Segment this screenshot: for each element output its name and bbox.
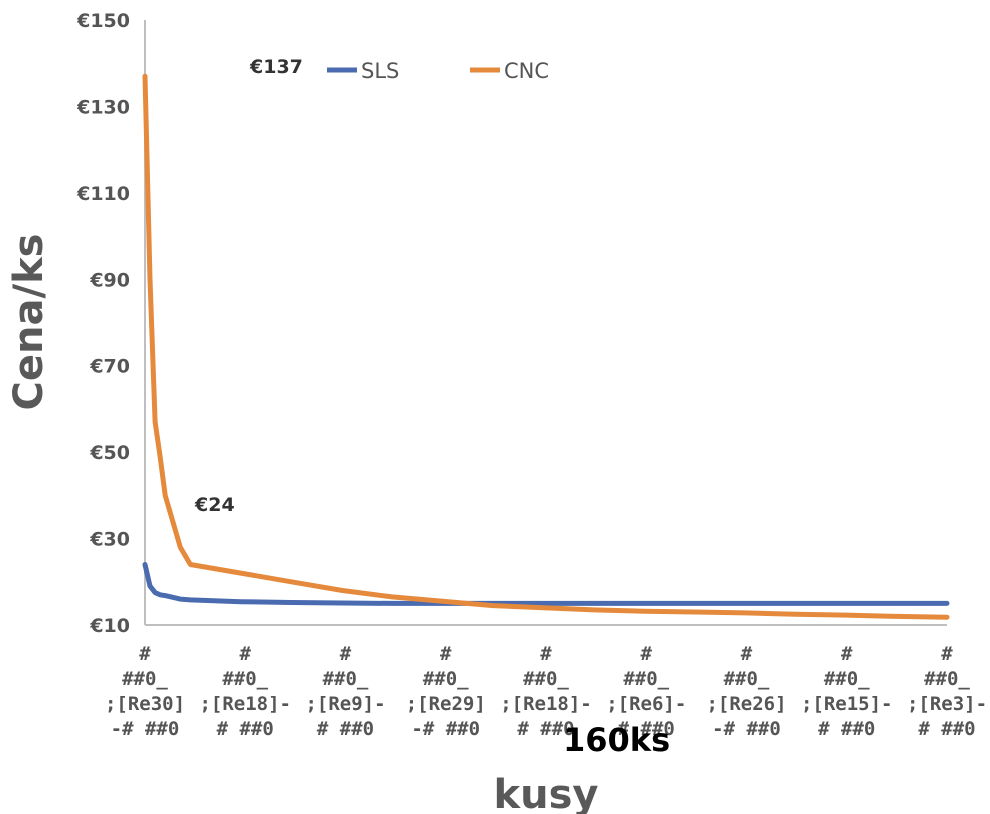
y-tick-label: €110 [76,183,130,205]
x-tick-label: # ##0_ ;[Re26] -# ##0 [706,643,786,740]
legend-label-cnc: CNC [504,59,549,83]
y-axis-ticks: €10 €30 €50 €70 €90 €110 €130 €150 [76,10,130,637]
series-line-sls [142,562,950,606]
legend-label-sls: SLS [361,59,399,83]
x-tick-label: # ##0_ ;[Re6]-# ##0 [606,643,686,740]
x-tick-label: # ##0_ ;[Re18]-# ##0 [199,643,291,740]
y-tick-label: €150 [76,10,130,32]
legend: SLS CNC [327,59,549,83]
x-tick-label: # ##0_ ;[Re9]-# ##0 [305,643,385,740]
annotation-sls-max: €24 [194,494,235,516]
series-lines [142,73,950,620]
y-tick-label: €70 [89,356,130,378]
y-tick-label: €30 [89,529,130,551]
y-tick-label: €50 [89,442,130,464]
x-tick-label: # ##0_ ;[Re18]-# ##0 [500,643,592,740]
annotation-cnc-max: €137 [249,56,303,78]
x-tick-label: # ##0_ ;[Re15]-# ##0 [801,643,893,740]
x-tick-label: # ##0_ ;[Re29] -# ##0 [406,643,486,740]
y-axis-title: Cena/ks [6,234,52,411]
series-line-cnc [142,73,950,620]
y-tick-label: €130 [76,96,130,118]
x-tick-label: # ##0_ ;[Re30] -# ##0 [105,643,185,740]
x-tick-label: # ##0_ ;[Re3]-# ##0 [907,643,987,740]
y-tick-label: €10 [89,615,130,637]
annotations: €137 €24 160ks [194,56,670,759]
y-tick-label: €90 [89,269,130,291]
annotation-160ks: 160ks [563,721,670,759]
x-axis-title: kusy [494,772,599,814]
x-axis-ticks: # ##0_ ;[Re30] -# ##0# ##0_ ;[Re18]-# ##0# ##0… [105,643,987,740]
